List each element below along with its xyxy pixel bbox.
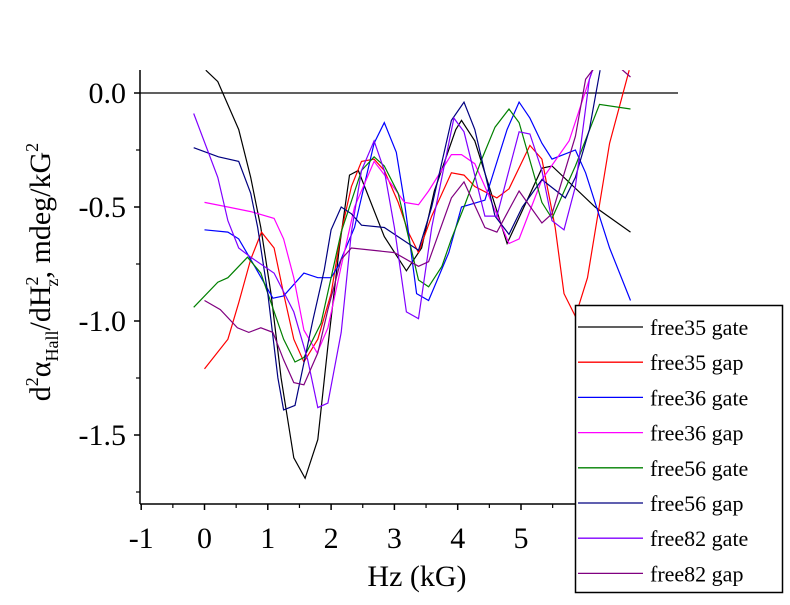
x-tick-label: -1 [129, 522, 154, 555]
series-line-free56-gap [193, 70, 601, 411]
series-line-free36-gap [204, 70, 594, 355]
series-line-free82-gap [204, 70, 631, 386]
x-tick-label: 4 [450, 522, 465, 555]
y-tick-label: -0.5 [79, 191, 127, 224]
series-line-free56-gate [193, 103, 631, 363]
y-tick-label: -1.0 [79, 305, 127, 338]
x-axis-title: Hz (kG) [367, 560, 466, 593]
series-line-free82-gate [193, 70, 594, 409]
x-tick-label: 0 [197, 522, 212, 555]
legend-label: free82 gate [650, 526, 748, 551]
y-tick-label: -1.5 [79, 419, 127, 452]
legend-label: free35 gap [650, 350, 743, 375]
y-axis-title: d2αHall/dH2z, mdeg/kG2 [22, 143, 62, 401]
legend-box [574, 304, 784, 594]
x-tick-label: 5 [514, 522, 529, 555]
x-tick-label: 2 [324, 522, 339, 555]
series-line-free36-gate [204, 100, 632, 302]
series-line-free35-gap [204, 70, 630, 370]
x-tick-label: 3 [387, 522, 402, 555]
legend-label: free56 gap [650, 491, 743, 516]
legend-label: free36 gap [650, 421, 743, 446]
legend-label: free36 gate [650, 385, 748, 410]
y-tick-label: 0.0 [89, 77, 127, 110]
legend: free35 gate free35 gap free36 gate free36 g… [574, 304, 784, 594]
legend-label: free35 gate [650, 315, 748, 340]
series-line-free35-gate [205, 70, 631, 480]
legend-label: free56 gate [650, 456, 748, 481]
x-tick-label: 1 [260, 522, 275, 555]
legend-label: free82 gap [650, 561, 743, 586]
